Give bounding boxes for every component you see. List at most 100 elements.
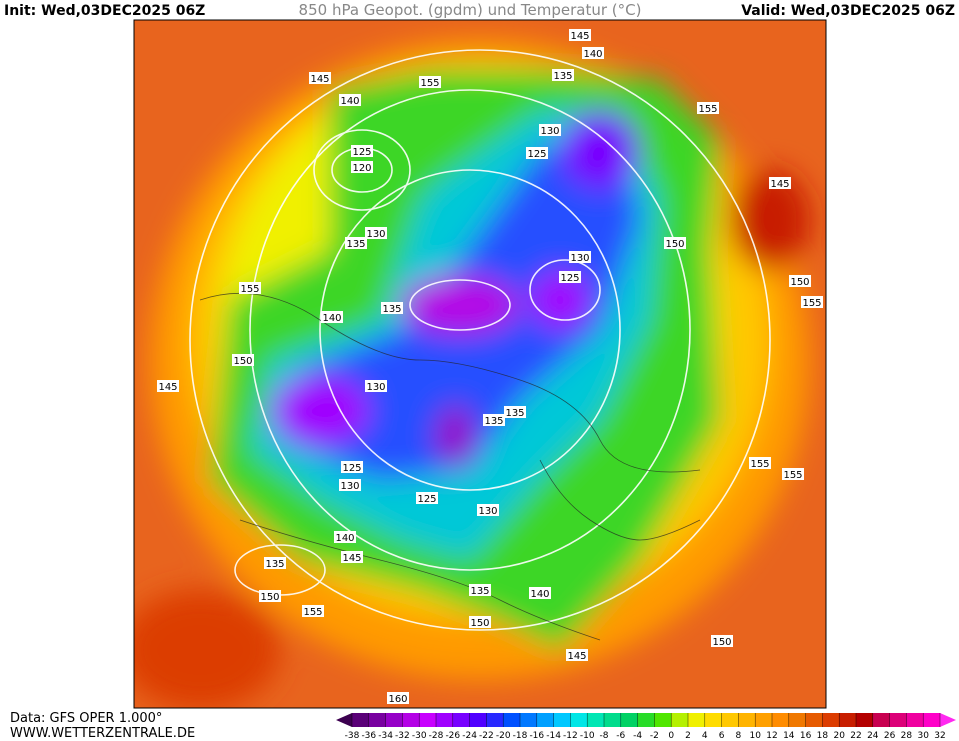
- colorbar-segment: [587, 713, 605, 727]
- init-time: Init: Wed,03DEC2025 06Z: [4, 3, 205, 19]
- colorbar-label: 24: [867, 731, 879, 741]
- colorbar-label: 28: [901, 731, 913, 741]
- contour-label-box: [365, 380, 387, 392]
- contour-label: 135: [553, 71, 572, 82]
- contour-label: 130: [570, 253, 589, 264]
- colorbar-label: 6: [719, 731, 725, 741]
- contour-label: 125: [417, 494, 436, 505]
- colorbar-label: -10: [580, 731, 595, 741]
- colorbar-label: 22: [850, 731, 861, 741]
- contour-label: 150: [790, 277, 809, 288]
- contour-label: 125: [527, 149, 546, 160]
- contour-label: 135: [484, 416, 503, 427]
- colorbar-segment: [536, 713, 555, 727]
- contour-label: 150: [233, 356, 252, 367]
- contour-label-box: [232, 354, 254, 366]
- contour-label-box: [419, 76, 441, 88]
- contour-label-box: [526, 147, 548, 159]
- site: WWW.WETTERZENTRALE.DE: [10, 726, 195, 741]
- map: [134, 20, 826, 708]
- contour-label: 150: [260, 592, 279, 603]
- colorbar-segment: [738, 713, 756, 727]
- contour-label-box: [309, 72, 331, 84]
- contour-label-box: [345, 237, 367, 249]
- contour-label-box: [339, 94, 361, 106]
- colorbar-segment: [889, 713, 907, 727]
- contour-label-box: [381, 302, 403, 314]
- contour-label-box: [801, 296, 823, 308]
- contour-label: 160: [388, 694, 407, 705]
- colorbar-label: -38: [345, 731, 360, 741]
- contour-label: 140: [335, 533, 354, 544]
- contour-label: 130: [366, 382, 385, 393]
- colorbar-label: -6: [616, 731, 625, 741]
- colorbar-segment: [553, 713, 571, 727]
- contour-label-box: [477, 504, 499, 516]
- contour-label-box: [239, 282, 261, 294]
- colorbar-segment: [755, 713, 773, 727]
- colorbar-label: -12: [563, 731, 578, 741]
- colorbar-segment: [805, 713, 823, 727]
- colorbar-segment: [520, 713, 538, 727]
- contour-label-box: [469, 616, 491, 628]
- contour-label-box: [504, 406, 526, 418]
- contour-label-box: [302, 605, 324, 617]
- map-frame: [133, 19, 827, 709]
- colorbar-label: 4: [702, 731, 708, 741]
- colorbar-label: 16: [800, 731, 812, 741]
- colorbar-label: -20: [496, 731, 511, 741]
- contour-label-box: [264, 557, 286, 569]
- contour-label-box: [259, 590, 281, 602]
- contour-label-box: [529, 587, 551, 599]
- contour-label: 155: [303, 607, 322, 618]
- data-source: Data: GFS OPER 1.000°: [10, 711, 162, 726]
- contour-label-box: [552, 69, 574, 81]
- colorbar-label: 32: [934, 731, 945, 741]
- colorbar-label: -16: [529, 731, 544, 741]
- colorbar-label: 26: [884, 731, 896, 741]
- colorbar-segment: [906, 713, 924, 727]
- colorbar-segment: [402, 713, 420, 727]
- colorbar-segment: [839, 713, 857, 727]
- contour-label-box: [769, 177, 791, 189]
- colorbar-segment: [352, 713, 370, 727]
- colorbar-segment: [721, 713, 739, 727]
- contour-label-box: [664, 237, 686, 249]
- colorbar-segment: [688, 713, 706, 727]
- contour-label: 130: [366, 229, 385, 240]
- colorbar-segment: [856, 713, 874, 727]
- contour-label: 150: [665, 239, 684, 250]
- colorbar-segment: [671, 713, 689, 727]
- colorbar-label: 10: [749, 731, 761, 741]
- contour-label: 145: [567, 651, 586, 662]
- contour-label-box: [582, 47, 604, 59]
- colorbar-segment: [486, 713, 504, 727]
- contour-label: 140: [322, 313, 341, 324]
- colorbar-label: -34: [378, 731, 393, 741]
- contour-label-box: [351, 145, 373, 157]
- colorbar-segment: [620, 713, 639, 727]
- colorbar-segment: [872, 713, 891, 727]
- colorbar-segment: [788, 713, 807, 727]
- contour-label: 155: [750, 459, 769, 470]
- contour-label-box: [387, 692, 409, 704]
- contour-label: 130: [340, 481, 359, 492]
- colorbar-label: -22: [479, 731, 494, 741]
- contour-label-box: [782, 468, 804, 480]
- colorbar-segment: [368, 713, 387, 727]
- contour-label: 155: [783, 470, 802, 481]
- colorbar-segment: [923, 713, 941, 727]
- contour-label: 140: [583, 49, 602, 60]
- contour-label: 145: [158, 382, 177, 393]
- contour-label: 135: [265, 559, 284, 570]
- contour-label-box: [539, 124, 561, 136]
- colorbar-label: -18: [513, 731, 528, 741]
- colorbar-label: -14: [546, 731, 561, 741]
- colorbar-segment: [822, 713, 840, 727]
- contour-label: 155: [802, 298, 821, 309]
- colorbar-label: 30: [917, 731, 929, 741]
- colorbar-label: -32: [395, 731, 410, 741]
- colorbar-segment: [385, 713, 403, 727]
- colorbar-label: 8: [736, 731, 742, 741]
